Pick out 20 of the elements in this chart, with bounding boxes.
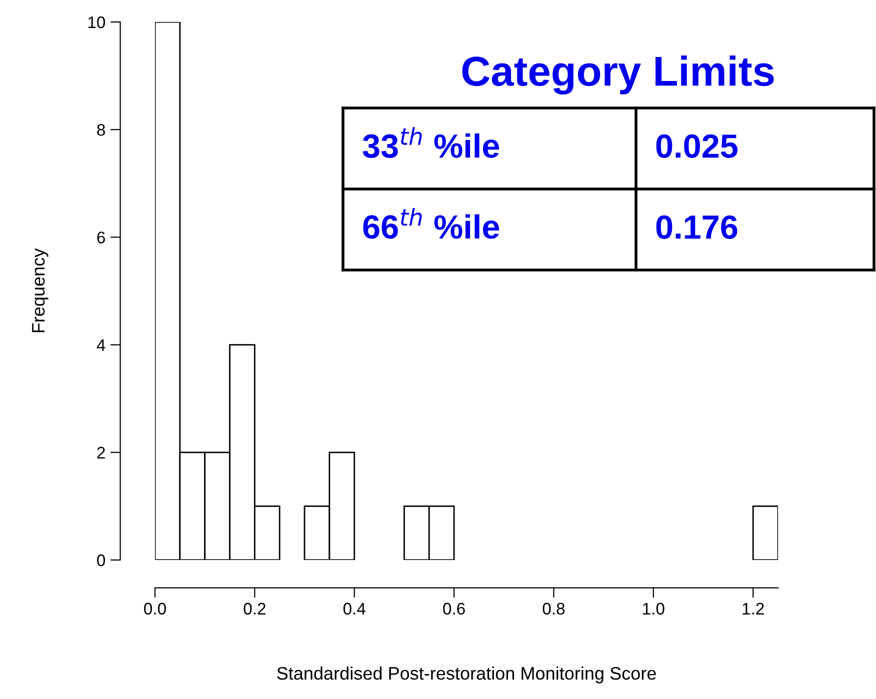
- y-tick-label: 2: [97, 446, 105, 458]
- y-tick-label: 6: [97, 232, 105, 244]
- y-axis-title: Frequency: [32, 248, 48, 332]
- y-tick-label: 10: [88, 16, 106, 28]
- annotation: Category Limits: [462, 55, 774, 95]
- annotation: 0.176: [656, 215, 738, 239]
- y-tick-label: 0: [97, 554, 106, 566]
- x-axis-title: Standardised Post-restoration Monitoring Score: [277, 666, 656, 684]
- x-tick-label: 0.4: [343, 602, 366, 615]
- y-tick-label: 8: [97, 124, 105, 136]
- x-tick-label: 0.0: [144, 602, 166, 615]
- x-tick-label: 1.0: [643, 602, 664, 615]
- y-tick-label: 4: [96, 339, 106, 351]
- x-tick-label: 0.2: [244, 602, 266, 615]
- annotation: 66$^{th}$ %ile: [363, 208, 500, 239]
- x-tick-label: 0.8: [542, 602, 565, 615]
- annotation: 33$^{th}$ %ile: [362, 127, 500, 158]
- annotation: 0.025: [656, 134, 738, 158]
- x-tick-label: 0.6: [443, 602, 465, 615]
- x-tick-label: 1.2: [742, 602, 764, 614]
